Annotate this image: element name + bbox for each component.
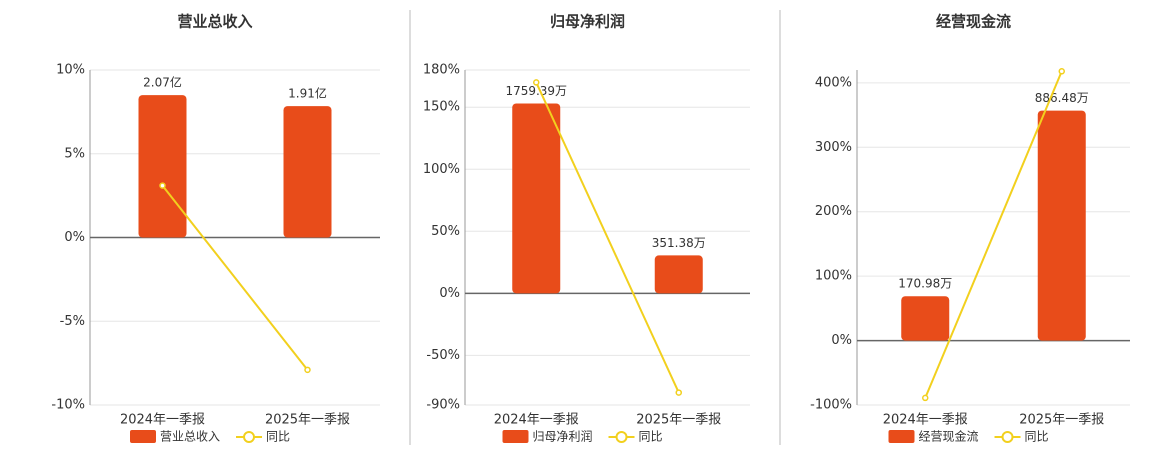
legend-swatch [502,430,529,443]
y-tick-label: 0% [831,333,852,348]
legend-swatch [615,431,628,443]
x-tick-label: 2024年一季报 [120,413,205,428]
y-tick-label: 10% [56,63,85,78]
point [304,366,311,374]
value-label: 170.98万 [898,277,952,291]
legend-label: 同比 [1025,430,1049,444]
legend-swatch [243,431,256,443]
point [1058,68,1065,75]
line [161,184,309,371]
legend-swatch [888,430,915,443]
value-label: 2.07亿 [143,75,182,90]
y-tick-label: 180% [423,63,460,78]
y-tick-label: 100% [815,269,852,284]
y-tick-label: -50% [426,348,460,363]
y-tick-label: 100% [423,162,460,177]
legend-label: 同比 [639,430,663,444]
x-tick-label: 2024年一季报 [883,413,968,428]
chart-title: 归母净利润 [550,13,625,31]
y-tick-label: -100% [810,398,852,413]
y-tick-label: 50% [431,224,460,239]
y-tick-label: 0% [64,230,85,245]
point [922,394,929,402]
line [924,70,1063,399]
bar [1037,110,1086,341]
y-tick-label: 400% [815,75,852,90]
bar [512,103,561,294]
y-tick-label: 200% [815,204,852,219]
chart-title: 经营现金流 [936,13,1011,31]
bar [138,95,187,238]
y-tick-label: 5% [64,146,85,161]
point [675,389,682,396]
value-label: 1759.39万 [505,84,567,98]
x-tick-label: 2025年一季报 [265,413,350,428]
legend-label: 经营现金流 [919,429,979,444]
y-tick-label: -5% [60,314,85,329]
legend-swatch [1001,431,1014,443]
bar [901,296,950,341]
legend-label: 同比 [266,430,290,444]
value-label: 886.48万 [1035,91,1089,105]
chart-title: 营业总收入 [177,13,252,31]
x-tick-label: 2025年一季报 [1019,413,1104,428]
legend-label: 营业总收入 [160,430,220,444]
x-tick-label: 2024年一季报 [494,413,579,428]
y-tick-label: 0% [439,286,460,301]
y-tick-label: 150% [423,100,460,115]
value-label: 351.38万 [652,236,706,250]
bar [283,106,332,238]
y-tick-label: 300% [815,140,852,155]
legend-label: 归母净利润 [533,430,593,444]
point [533,79,540,86]
legend-swatch [130,430,156,443]
point [159,182,166,189]
x-tick-label: 2025年一季报 [636,413,721,428]
line [535,81,680,394]
value-label: 1.91亿 [288,86,327,101]
y-tick-label: -10% [51,398,85,413]
y-tick-label: -90% [426,398,460,413]
bar [654,255,703,294]
